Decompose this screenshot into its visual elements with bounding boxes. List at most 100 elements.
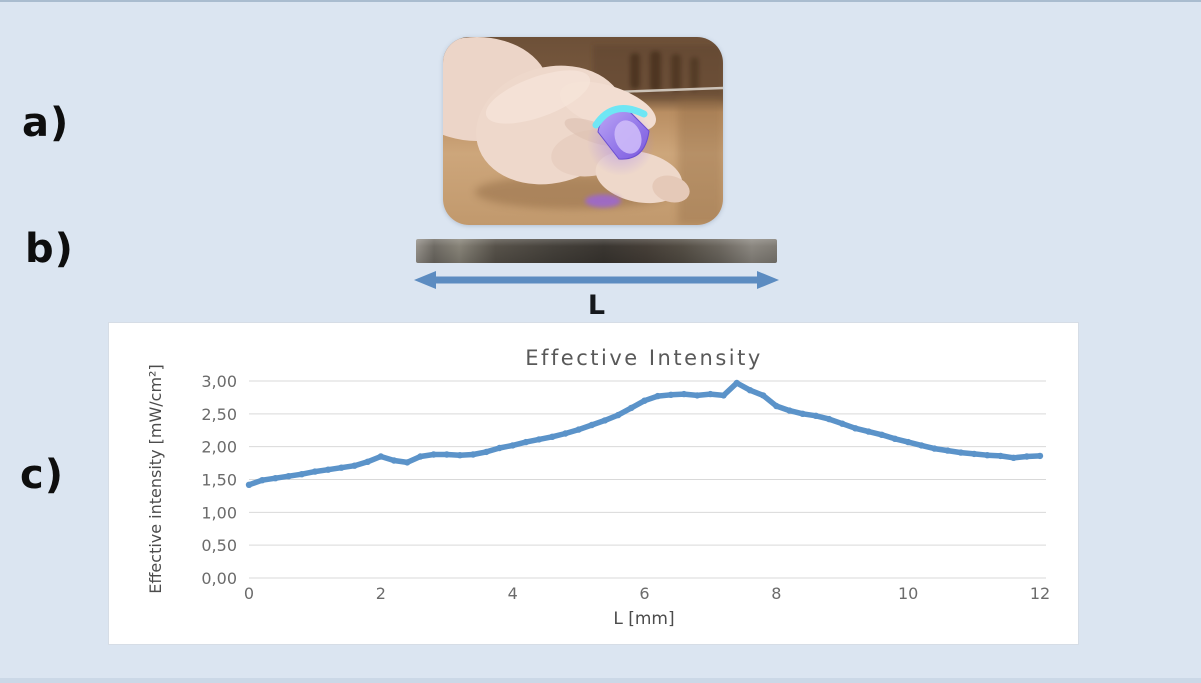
uv-light-spot (585, 194, 621, 208)
arrow-head-right (757, 271, 779, 289)
x-tick-label: 0 (244, 584, 254, 603)
series-marker (535, 436, 543, 443)
x-tick-label: 6 (639, 584, 649, 603)
series-marker (324, 466, 332, 473)
data-series (245, 379, 1044, 488)
sample-strip-panel: L (413, 238, 780, 322)
series-marker (891, 435, 899, 442)
series-marker (364, 458, 371, 465)
x-tick-label: 8 (771, 584, 781, 603)
length-arrow-icon (414, 271, 779, 289)
arrow-shaft (431, 276, 762, 284)
y-axis-title: Effective intensity [mW/cm²] (146, 364, 165, 593)
series-marker (997, 452, 1004, 460)
side-shadow (678, 97, 723, 225)
y-tick-label: 0,00 (201, 569, 237, 588)
length-arrow-label: L (587, 290, 606, 321)
series-marker (694, 392, 701, 399)
series-marker (680, 390, 688, 398)
series-marker (641, 397, 648, 404)
panel-a-label: a) (22, 100, 70, 146)
series-marker (799, 410, 806, 417)
series-marker (456, 452, 464, 459)
series-marker (970, 450, 978, 458)
series-marker (944, 447, 951, 454)
series-marker (786, 407, 793, 414)
series-marker (588, 421, 595, 429)
y-tick-label: 2,00 (201, 438, 237, 457)
effective-intensity-chart: Effective Intensity Effective intensity … (146, 346, 1050, 629)
y-tick-label: 0,50 (201, 536, 237, 555)
series-marker (496, 444, 503, 452)
series-marker (1010, 454, 1017, 461)
sample-strip-image (416, 239, 777, 263)
series-marker (338, 464, 345, 471)
series-marker (733, 379, 740, 387)
series-marker (614, 411, 622, 419)
series-marker (957, 449, 965, 456)
series-marker (298, 471, 305, 478)
series-marker (272, 475, 279, 482)
series-marker (746, 387, 754, 394)
glowing-prism (587, 105, 655, 176)
series-marker (812, 412, 820, 419)
bottom-edge-divider (0, 678, 1201, 683)
series-marker (245, 481, 253, 488)
series-marker (549, 433, 556, 440)
series-marker (1036, 452, 1044, 460)
panel-b-label: b) (25, 226, 74, 272)
x-tick-label: 2 (376, 584, 386, 603)
series-marker (430, 451, 437, 458)
series-marker (509, 442, 516, 449)
x-tick-label: 10 (898, 584, 918, 603)
series-marker (918, 442, 925, 449)
photo-illustration (443, 37, 723, 225)
photo-gloved-hand-with-glowing-prism (443, 37, 723, 225)
series-marker (905, 438, 912, 446)
x-tick-label: 12 (1030, 584, 1050, 603)
series-marker (351, 462, 358, 469)
chart-title: Effective Intensity (525, 346, 763, 370)
series-marker (259, 477, 266, 484)
series-marker (443, 451, 450, 458)
axis-tick-labels: 0,00 0,50 1,00 1,50 2,00 2,50 3,00 0 2 4 6 8 10 12 (201, 372, 1050, 603)
series-marker (759, 392, 767, 399)
series-marker (720, 392, 727, 399)
series-marker (773, 402, 780, 410)
effective-intensity-chart-panel: Effective Intensity Effective intensity … (108, 322, 1079, 645)
y-tick-label: 3,00 (201, 372, 237, 391)
series-marker (285, 473, 292, 480)
y-tick-label: 1,00 (201, 503, 237, 522)
series-marker (601, 417, 609, 424)
series-marker (483, 448, 490, 456)
series-marker (377, 453, 384, 460)
top-edge-divider (0, 0, 1201, 2)
series-marker (404, 459, 411, 466)
series-marker (562, 430, 569, 437)
series-marker (628, 404, 635, 412)
series-marker (469, 451, 477, 458)
series-marker (931, 445, 938, 452)
series-marker (575, 426, 582, 433)
series-marker (984, 452, 991, 459)
x-tick-label: 4 (508, 584, 518, 603)
series-marker (667, 391, 675, 398)
series-marker (654, 392, 661, 400)
gridlines (249, 380, 1046, 579)
y-tick-label: 2,50 (201, 405, 237, 424)
x-axis-title: L [mm] (613, 609, 674, 629)
series-marker (417, 453, 424, 460)
panel-c-label: c) (20, 452, 64, 498)
series-marker (390, 457, 398, 464)
arrow-head-left (414, 271, 436, 289)
series-marker (707, 390, 714, 398)
series-marker (825, 415, 833, 423)
series-marker (878, 431, 885, 438)
series-marker (865, 428, 872, 435)
series-marker (522, 438, 530, 446)
series-marker (839, 420, 846, 427)
series-marker (1023, 453, 1030, 460)
series-marker (852, 425, 859, 432)
series-marker (311, 468, 319, 475)
y-tick-label: 1,50 (201, 471, 237, 490)
